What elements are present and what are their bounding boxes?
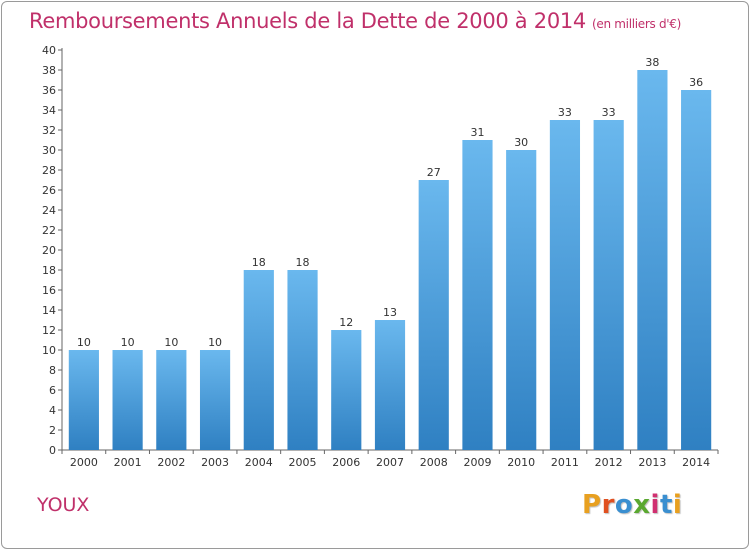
- data-label-2011: 33: [558, 106, 572, 119]
- y-tick-label: 10: [42, 344, 56, 357]
- bar-2012[interactable]: [593, 120, 624, 450]
- y-tick-label: 36: [42, 84, 56, 97]
- data-label-2002: 10: [164, 336, 178, 349]
- y-tick-label: 8: [49, 364, 56, 377]
- bar-2013[interactable]: [637, 70, 668, 450]
- data-label-2007: 13: [383, 306, 397, 319]
- bar-2014[interactable]: [681, 90, 712, 450]
- y-tick-label: 26: [42, 184, 56, 197]
- data-label-2008: 27: [427, 166, 441, 179]
- chart-title: Remboursements Annuels de la Dette de 20…: [29, 9, 681, 33]
- y-tick-label: 4: [49, 404, 56, 417]
- commune-name: YOUX: [37, 494, 90, 516]
- y-tick-label: 40: [42, 44, 56, 57]
- bar-2004[interactable]: [243, 270, 274, 450]
- bar-2002[interactable]: [156, 350, 187, 450]
- bar-2006[interactable]: [331, 330, 362, 450]
- logo-letter: i: [672, 490, 683, 520]
- data-label-2005: 18: [296, 256, 310, 269]
- x-tick-label: 2012: [595, 456, 623, 469]
- y-tick-label: 32: [42, 124, 56, 137]
- y-tick-label: 14: [42, 304, 56, 317]
- y-tick-label: 34: [42, 104, 56, 117]
- bar-2005[interactable]: [287, 270, 318, 450]
- y-tick-label: 0: [49, 444, 56, 457]
- logo-letter: x: [633, 490, 651, 520]
- x-tick-label: 2003: [201, 456, 229, 469]
- y-tick-label: 2: [49, 424, 56, 437]
- y-tick-label: 18: [42, 264, 56, 277]
- x-tick-label: 2014: [682, 456, 710, 469]
- data-label-2010: 30: [514, 136, 528, 149]
- data-label-2014: 36: [689, 76, 703, 89]
- bar-2001[interactable]: [112, 350, 143, 450]
- data-label-2004: 18: [252, 256, 266, 269]
- y-tick-label: 22: [42, 224, 56, 237]
- x-tick-label: 2007: [376, 456, 404, 469]
- x-tick-label: 2004: [245, 456, 273, 469]
- data-label-2000: 10: [77, 336, 91, 349]
- x-tick-label: 2008: [420, 456, 448, 469]
- y-tick-label: 28: [42, 164, 56, 177]
- x-tick-label: 2000: [70, 456, 98, 469]
- y-tick-label: 6: [49, 384, 56, 397]
- logo-letter: r: [601, 490, 615, 520]
- data-label-2013: 38: [645, 56, 659, 69]
- x-tick-label: 2011: [551, 456, 579, 469]
- logo-letter: i: [650, 490, 660, 520]
- x-tick-label: 2013: [638, 456, 666, 469]
- data-label-2001: 10: [121, 336, 135, 349]
- data-label-2003: 10: [208, 336, 222, 349]
- x-tick-label: 2002: [157, 456, 185, 469]
- bar-2000[interactable]: [68, 350, 99, 450]
- y-tick-label: 24: [42, 204, 56, 217]
- bars-group: [68, 70, 712, 450]
- data-label-2006: 12: [339, 316, 353, 329]
- x-tick-label: 2005: [289, 456, 317, 469]
- bar-2009[interactable]: [462, 140, 493, 450]
- data-label-2009: 31: [470, 126, 484, 139]
- data-label-2012: 33: [602, 106, 616, 119]
- x-tick-label: 2006: [332, 456, 360, 469]
- x-tick-label: 2010: [507, 456, 535, 469]
- chart-title-text: Remboursements Annuels de la Dette de 20…: [29, 9, 586, 33]
- x-axis: 2000 2001 2002 2003 2004 2005 2006 2007 2008 2009…: [61, 449, 719, 469]
- bar-2010[interactable]: [506, 150, 537, 450]
- bar-2003[interactable]: [199, 350, 231, 450]
- bar-2008[interactable]: [418, 180, 449, 450]
- y-tick-label: 38: [42, 64, 56, 77]
- y-tick-label: 16: [42, 284, 56, 297]
- logo-letter: P: [582, 490, 602, 520]
- logo-letter: t: [659, 490, 673, 520]
- data-labels-group: 10 10 10 10 18 18 12 13 27 31 30 33 33 38 36: [77, 56, 703, 349]
- y-tick-label: 30: [42, 144, 56, 157]
- bar-2007[interactable]: [374, 320, 406, 450]
- proxiti-logo[interactable]: Proxiti: [582, 490, 682, 520]
- logo-letter: o: [614, 490, 634, 520]
- x-tick-label: 2009: [463, 456, 491, 469]
- chart-subtitle: (en milliers d'€): [592, 17, 682, 31]
- y-tick-label: 12: [42, 324, 56, 337]
- y-tick-label: 20: [42, 244, 56, 257]
- x-tick-label: 2001: [114, 456, 142, 469]
- bar-2011[interactable]: [549, 120, 581, 450]
